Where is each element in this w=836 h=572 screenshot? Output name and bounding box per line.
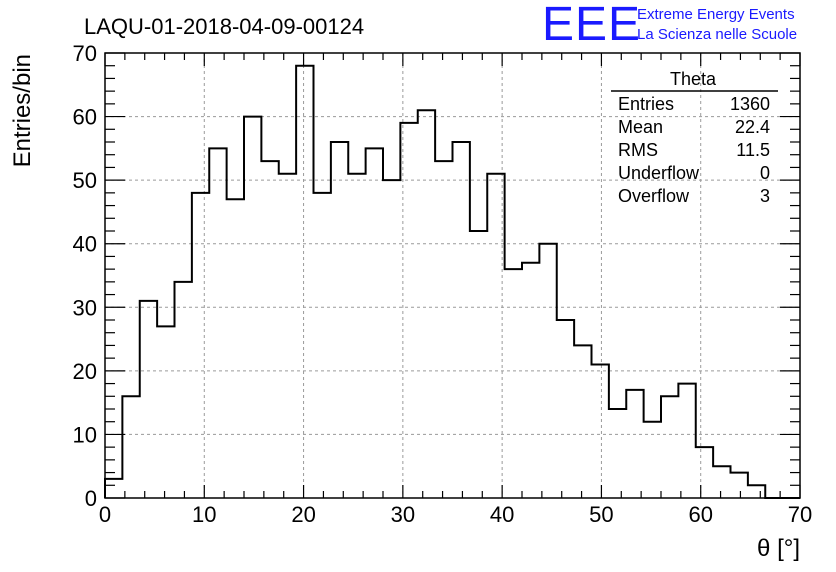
histogram-bin	[696, 447, 713, 498]
histogram-bin	[296, 66, 313, 498]
x-tick-label: 60	[688, 502, 712, 527]
x-axis-label: θ [°]	[757, 535, 800, 562]
histogram-bin	[470, 231, 487, 498]
x-tick-label: 70	[788, 502, 812, 527]
histogram-bin	[105, 479, 122, 498]
y-tick-label: 70	[73, 41, 97, 66]
x-tick-label: 30	[391, 502, 415, 527]
histogram-bin	[122, 396, 139, 498]
histogram-outline	[104, 64, 800, 499]
histogram-bin	[140, 301, 157, 498]
stats-title: Theta	[670, 69, 717, 89]
histogram-bin	[383, 180, 400, 498]
stats-value: 1360	[730, 94, 770, 114]
y-tick-label: 20	[73, 359, 97, 384]
stats-box: Theta Entries 1360 Mean 22.4 RMS 11.5 Underflo…	[611, 69, 778, 206]
y-tick-label: 40	[73, 232, 97, 257]
histogram-bin	[539, 244, 556, 498]
y-tick-label: 30	[73, 295, 97, 320]
stats-rows: Entries 1360 Mean 22.4 RMS 11.5 Underflow 0 Over…	[618, 94, 770, 206]
histogram-bin	[192, 193, 209, 498]
histogram-bin	[244, 117, 261, 498]
histogram-bin	[574, 345, 591, 498]
histogram-bin	[261, 161, 278, 498]
histogram-bin	[348, 174, 365, 498]
histogram-bin	[366, 148, 383, 498]
x-tick-label: 50	[589, 502, 613, 527]
histogram-bin	[314, 193, 331, 498]
y-tick-labels: 0 10 20 30 40 50 60 70	[73, 41, 97, 511]
stats-value: 11.5	[736, 140, 770, 160]
x-tick-labels: 0 10 20 30 40 50 60 70	[99, 502, 812, 527]
stats-label: Entries	[618, 94, 674, 114]
stats-label: Underflow	[618, 163, 700, 183]
histogram-bin	[748, 485, 765, 498]
histogram-bin	[279, 174, 296, 498]
histogram-bin	[731, 473, 748, 498]
histogram-bin	[609, 409, 626, 498]
histogram-bin	[626, 390, 643, 498]
histogram-bin	[522, 263, 539, 498]
y-tick-label: 60	[73, 105, 97, 130]
logo-line-1: Extreme Energy Events	[637, 6, 795, 23]
x-tick-label: 10	[192, 502, 216, 527]
histogram-bin	[227, 199, 244, 498]
axis-ticks	[104, 52, 801, 499]
histogram-bin	[505, 269, 522, 498]
histogram-bin	[418, 110, 435, 498]
histogram-bin	[209, 148, 226, 498]
chart-title: LAQU-01-2018-04-09-00124	[84, 14, 364, 39]
histogram-bin	[713, 466, 730, 498]
stats-value: 22.4	[735, 117, 770, 137]
grid-lines	[105, 53, 800, 498]
stats-value: 0	[760, 163, 770, 183]
stats-label: Mean	[618, 117, 663, 137]
plot-frame	[104, 52, 801, 499]
y-tick-label: 0	[85, 486, 97, 511]
stats-label: RMS	[618, 140, 658, 160]
histogram-bin	[678, 384, 695, 498]
histogram-bin	[157, 326, 174, 498]
histogram-bin	[435, 161, 452, 498]
histogram-bin	[175, 282, 192, 498]
logo-mark: EEE	[542, 0, 641, 51]
y-axis-label: Entries/bin	[9, 54, 36, 167]
logo-line-2: La Scienza nelle Scuole	[637, 26, 797, 43]
histogram-bin	[331, 142, 348, 498]
stats-label: Overflow	[618, 186, 690, 206]
eee-logo: EEE Extreme Energy Events La Scienza nel…	[542, 0, 797, 51]
y-tick-label: 10	[73, 422, 97, 447]
stats-value: 3	[760, 186, 770, 206]
histogram-bin	[592, 365, 609, 499]
x-tick-label: 20	[291, 502, 315, 527]
x-tick-label: 0	[99, 502, 111, 527]
histogram-bin	[661, 396, 678, 498]
histogram-path	[104, 64, 800, 499]
y-tick-label: 50	[73, 168, 97, 193]
x-tick-label: 40	[490, 502, 514, 527]
histogram-bin	[557, 320, 574, 498]
histogram-bin	[644, 422, 661, 498]
histogram-bin	[453, 142, 470, 498]
